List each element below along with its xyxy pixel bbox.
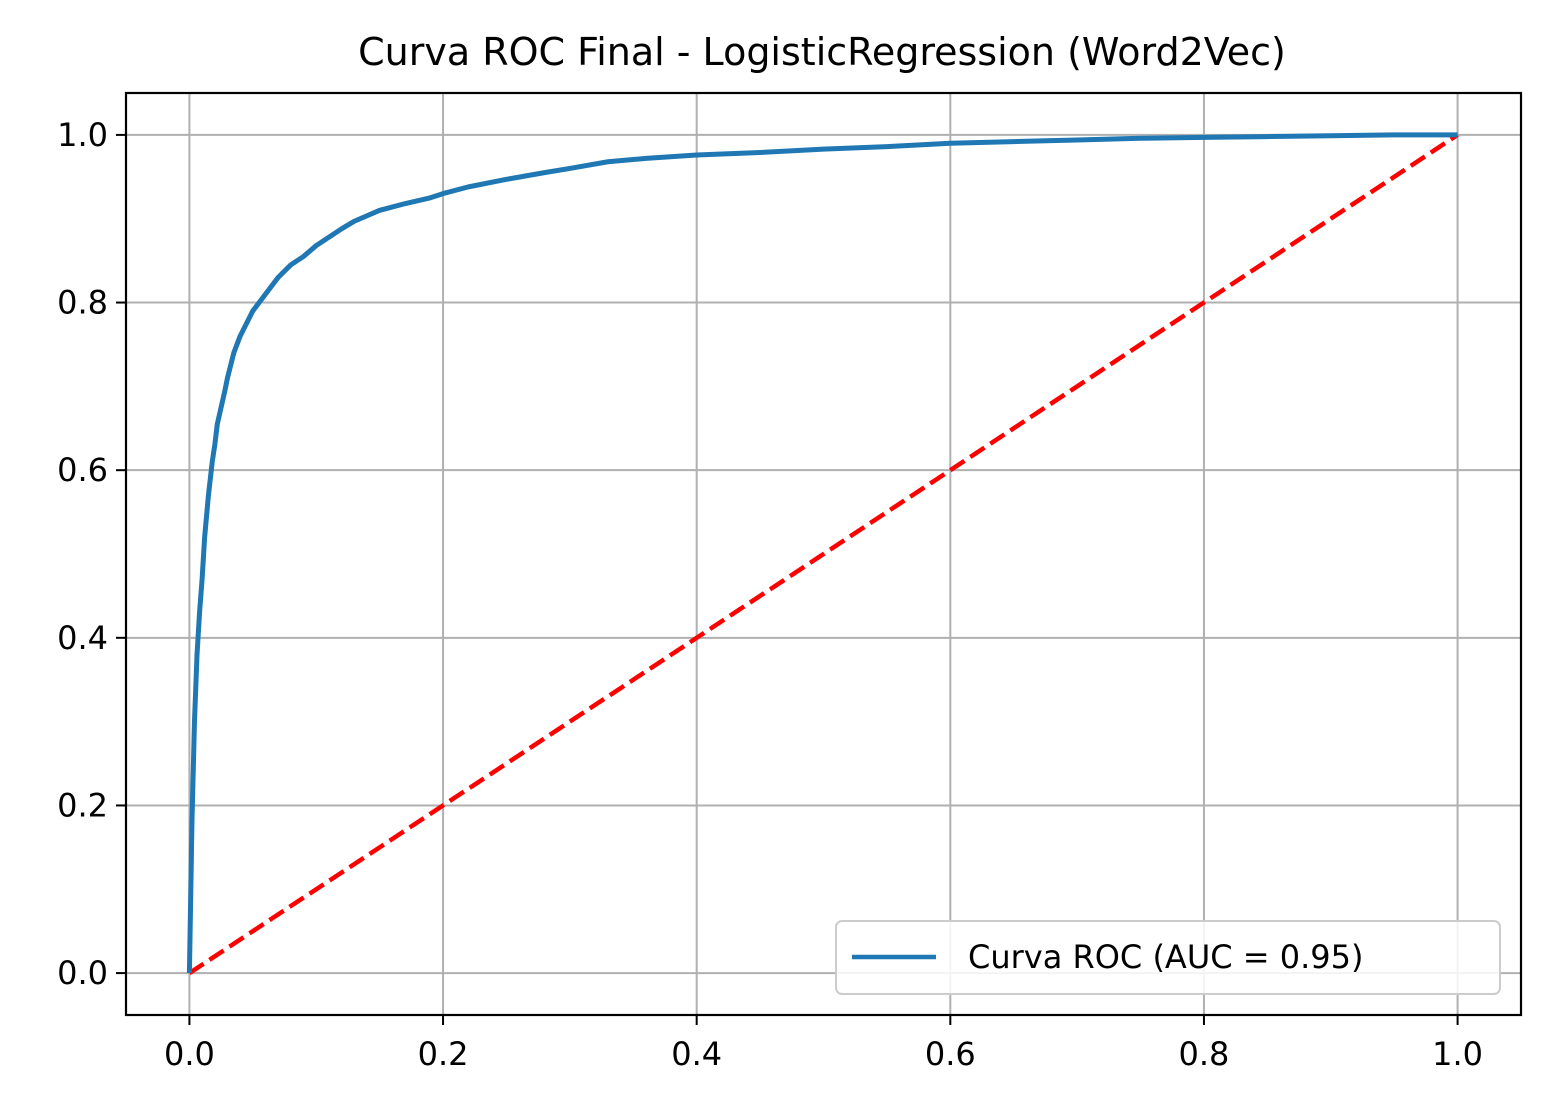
y-tick-label-0: 0.0 xyxy=(57,954,108,992)
legend-label-roc: Curva ROC (AUC = 0.95) xyxy=(968,938,1363,976)
y-tick-label-3: 0.6 xyxy=(57,451,108,489)
x-tick-label-5: 1.0 xyxy=(1432,1035,1483,1073)
legend-box xyxy=(835,920,1501,995)
plot-frame xyxy=(124,91,1523,1017)
chart-title: Curva ROC Final - LogisticRegression (Wo… xyxy=(358,30,1286,74)
x-tick-label-2: 0.4 xyxy=(671,1035,722,1073)
y-tick-label-5: 1.0 xyxy=(57,116,108,154)
roc-curve-line xyxy=(186,132,1458,974)
x-tick-label-1: 0.2 xyxy=(418,1035,469,1073)
x-tick-label-3: 0.6 xyxy=(925,1035,976,1073)
y-tick-label-4: 0.8 xyxy=(57,284,108,322)
axis-ticks: 0.0 0.2 0.4 0.6 0.8 1.0 0.0 0.2 0.4 0.6 0.8 1.0 xyxy=(57,116,1483,1073)
diagonal-reference-line xyxy=(188,133,1459,975)
series-lines xyxy=(186,132,1459,975)
y-tick-label-2: 0.4 xyxy=(57,619,108,657)
legend: Curva ROC (AUC = 0.95) xyxy=(835,920,1501,995)
x-tick-label-4: 0.8 xyxy=(1179,1035,1230,1073)
y-tick-label-1: 0.2 xyxy=(57,786,108,824)
x-tick-label-0: 0.0 xyxy=(164,1035,215,1073)
grid-lines xyxy=(126,93,1521,1015)
